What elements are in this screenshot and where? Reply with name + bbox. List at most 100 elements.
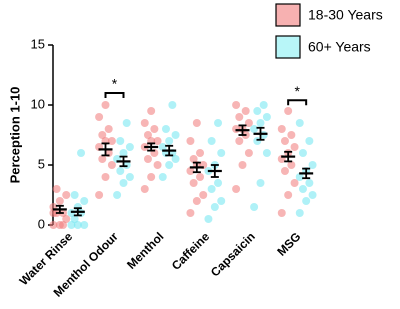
data-point	[158, 143, 167, 151]
data-point	[250, 203, 259, 211]
data-point	[55, 197, 64, 205]
data-point	[214, 179, 223, 187]
y-tick-label: 10	[31, 96, 45, 111]
data-point	[119, 149, 128, 157]
data-point	[192, 119, 201, 127]
data-point	[262, 149, 271, 157]
data-point	[140, 119, 149, 127]
data-point	[199, 191, 208, 199]
legend-label: 60+ Years	[308, 39, 371, 55]
data-point	[277, 125, 286, 133]
data-point	[150, 125, 159, 133]
data-point	[73, 221, 82, 229]
x-tick-label: Capsaicin	[208, 229, 258, 279]
significance-label: *	[112, 76, 118, 92]
x-tick-label: MSG	[274, 229, 303, 258]
data-point	[186, 209, 195, 217]
data-point	[232, 185, 241, 193]
data-point	[104, 125, 113, 133]
data-point	[62, 215, 71, 223]
data-point	[214, 119, 223, 127]
data-point	[153, 161, 162, 169]
data-point	[217, 197, 226, 205]
data-point	[59, 221, 68, 229]
data-point	[113, 191, 122, 199]
legend-swatch	[275, 35, 301, 59]
data-point	[77, 149, 86, 157]
data-point	[241, 107, 250, 115]
data-point	[238, 161, 247, 169]
data-point	[232, 101, 241, 109]
data-point	[284, 107, 293, 115]
data-point	[284, 191, 293, 199]
data-point	[147, 107, 156, 115]
data-point	[107, 161, 116, 169]
x-tick-label: Caffeine	[169, 229, 213, 273]
data-point	[70, 215, 79, 223]
data-point	[62, 191, 71, 199]
data-point	[165, 161, 174, 169]
data-point	[125, 173, 134, 181]
data-point	[189, 179, 198, 187]
data-point	[153, 137, 162, 145]
data-point	[295, 173, 304, 181]
data-point	[147, 173, 156, 181]
data-point	[290, 143, 299, 151]
data-point	[189, 155, 198, 163]
data-point	[298, 185, 307, 193]
data-point	[122, 119, 131, 127]
data-point	[305, 179, 314, 187]
y-tick-label: 15	[31, 36, 45, 51]
data-point	[119, 179, 128, 187]
data-point	[308, 161, 317, 169]
data-point	[235, 137, 244, 145]
data-point	[165, 137, 174, 145]
data-point	[256, 179, 265, 187]
data-point	[259, 101, 268, 109]
data-point	[302, 197, 311, 205]
data-point	[98, 131, 107, 139]
data-point	[196, 149, 205, 157]
data-point	[161, 125, 170, 133]
data-point	[116, 167, 125, 175]
data-point	[217, 149, 226, 157]
data-point	[158, 173, 167, 181]
data-point	[204, 215, 213, 223]
significance-bracket	[287, 99, 308, 106]
legend-swatch	[275, 3, 301, 27]
data-point	[80, 221, 89, 229]
data-point	[49, 221, 58, 229]
data-point	[277, 209, 286, 217]
data-point	[171, 131, 180, 139]
data-point	[98, 155, 107, 163]
data-point	[210, 203, 219, 211]
data-point	[280, 137, 289, 145]
data-point	[244, 149, 253, 157]
data-point	[290, 179, 299, 187]
data-point	[140, 185, 149, 193]
y-axis-label: Perception 1-10	[7, 87, 22, 184]
data-point	[256, 119, 265, 127]
data-point	[168, 101, 177, 109]
data-point	[70, 191, 79, 199]
data-point	[295, 209, 304, 217]
data-point	[207, 137, 216, 145]
data-point	[308, 191, 317, 199]
data-point	[49, 209, 58, 217]
data-point	[107, 137, 116, 145]
data-point	[80, 197, 89, 205]
data-point	[67, 221, 76, 229]
data-point	[262, 113, 271, 121]
data-point	[207, 185, 216, 193]
data-point	[287, 161, 296, 169]
data-point	[95, 191, 104, 199]
data-point	[116, 137, 125, 145]
data-point	[95, 113, 104, 121]
y-tick-label: 0	[38, 216, 45, 231]
x-tick-label: Menthol	[124, 229, 166, 271]
significance-bracket	[104, 92, 125, 98]
data-point	[143, 131, 152, 139]
data-point	[186, 167, 195, 175]
data-point	[287, 131, 296, 139]
